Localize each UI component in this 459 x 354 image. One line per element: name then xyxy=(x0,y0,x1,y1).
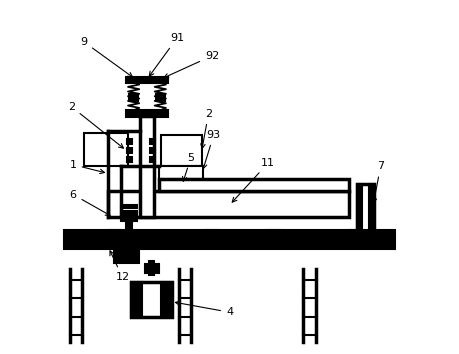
Text: 2: 2 xyxy=(68,102,123,148)
Bar xyxy=(121,217,137,221)
Bar xyxy=(357,184,374,233)
Bar xyxy=(127,157,132,162)
Bar xyxy=(349,230,362,247)
Text: 7: 7 xyxy=(372,161,384,203)
Bar xyxy=(84,133,128,166)
Bar xyxy=(140,115,154,217)
Bar xyxy=(121,211,137,215)
Text: 1: 1 xyxy=(70,160,105,173)
Text: 93: 93 xyxy=(202,130,221,169)
Text: 5: 5 xyxy=(183,153,194,181)
Bar xyxy=(149,261,154,275)
Text: 4: 4 xyxy=(175,301,233,317)
Bar xyxy=(150,139,156,144)
Bar xyxy=(108,191,349,217)
Bar xyxy=(131,282,172,318)
Bar xyxy=(126,216,132,247)
Bar xyxy=(113,246,139,263)
Bar xyxy=(108,230,122,247)
Text: 91: 91 xyxy=(149,33,184,76)
Bar xyxy=(150,148,156,153)
Bar xyxy=(205,230,218,247)
Bar xyxy=(267,230,280,247)
Bar xyxy=(127,148,132,153)
Bar xyxy=(121,205,137,208)
Bar xyxy=(357,184,362,233)
Bar xyxy=(126,76,168,83)
Bar xyxy=(126,110,168,116)
Bar xyxy=(131,282,142,318)
Bar xyxy=(159,166,203,179)
Text: 2: 2 xyxy=(201,109,212,148)
Text: 11: 11 xyxy=(232,158,275,202)
Bar xyxy=(127,139,132,144)
Bar xyxy=(159,179,349,191)
Bar xyxy=(64,230,395,249)
Bar xyxy=(161,282,172,318)
Bar xyxy=(369,184,374,233)
Text: 9: 9 xyxy=(80,37,133,77)
Bar xyxy=(145,269,158,273)
Bar xyxy=(150,157,156,162)
Bar xyxy=(129,95,138,102)
Text: 12: 12 xyxy=(110,251,129,282)
Text: 6: 6 xyxy=(70,189,110,216)
Bar xyxy=(156,95,164,102)
Text: 92: 92 xyxy=(164,51,219,78)
Bar xyxy=(161,135,202,166)
Bar xyxy=(145,264,158,268)
